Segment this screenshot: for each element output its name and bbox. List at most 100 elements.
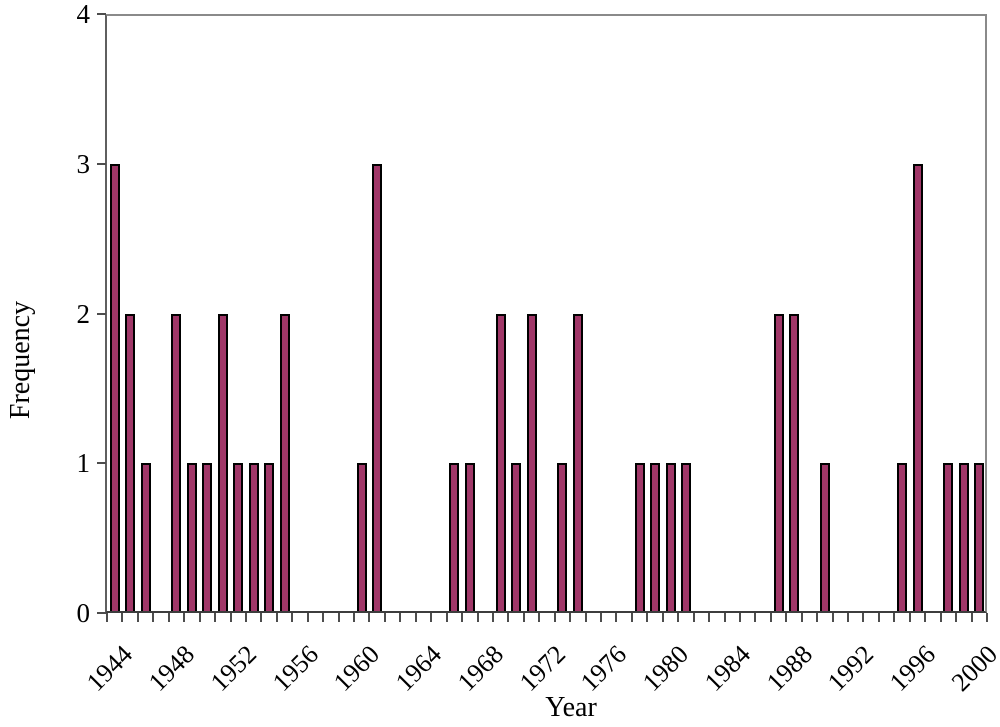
x-tick xyxy=(831,613,834,622)
x-tick xyxy=(198,613,201,622)
x-tick xyxy=(399,613,402,622)
bar-1971 xyxy=(526,313,537,613)
bar-1999 xyxy=(958,463,969,613)
x-tick xyxy=(615,613,618,622)
y-axis-title: Frequency xyxy=(5,300,36,420)
x-tick xyxy=(924,613,927,622)
x-tick xyxy=(600,613,603,622)
x-tick xyxy=(816,613,819,622)
x-tick xyxy=(368,613,371,622)
bar-1952 xyxy=(233,463,244,613)
x-tick xyxy=(661,613,664,622)
x-tick xyxy=(955,613,958,622)
x-tick xyxy=(244,613,247,622)
y-tick-label-1: 1 xyxy=(76,448,91,479)
x-tick xyxy=(553,613,556,622)
x-tick xyxy=(322,613,325,622)
bar-1998 xyxy=(943,463,954,613)
x-tick xyxy=(738,613,741,622)
x-tick xyxy=(353,613,356,622)
bar-1973 xyxy=(557,463,568,613)
x-tick xyxy=(723,613,726,622)
x-tick xyxy=(522,613,525,622)
x-tick xyxy=(337,613,340,622)
x-tick xyxy=(152,613,155,622)
bar-1960 xyxy=(356,463,367,613)
x-tick xyxy=(291,613,294,622)
bar-1988 xyxy=(789,313,800,613)
bar-1987 xyxy=(773,313,784,613)
bar-1955 xyxy=(279,313,290,613)
bar-1954 xyxy=(264,463,275,613)
y-tick-3 xyxy=(97,162,106,165)
x-tick xyxy=(862,613,865,622)
x-tick xyxy=(584,613,587,622)
bar-2000 xyxy=(974,463,985,613)
x-tick xyxy=(630,613,633,622)
bar-1966 xyxy=(449,463,460,613)
bar-1961 xyxy=(372,163,383,613)
y-tick-label-3: 3 xyxy=(76,148,91,179)
x-tick xyxy=(106,613,108,622)
x-tick xyxy=(136,613,139,622)
x-tick xyxy=(229,613,232,622)
y-tick-2 xyxy=(97,312,106,315)
x-tick xyxy=(800,613,803,622)
x-tick xyxy=(461,613,464,622)
x-tick xyxy=(769,613,772,622)
y-tick-label-0: 0 xyxy=(76,598,91,628)
x-tick xyxy=(507,613,510,622)
x-tick xyxy=(569,613,572,622)
x-tick xyxy=(538,613,541,622)
x-tick xyxy=(785,613,788,622)
bar-1981 xyxy=(680,463,691,613)
y-tick-4 xyxy=(97,13,106,15)
bar-1951 xyxy=(217,313,228,613)
x-tick xyxy=(445,613,448,622)
bar-1969 xyxy=(495,313,506,613)
bar-1948 xyxy=(171,313,182,613)
bar-1945 xyxy=(125,313,136,613)
bar-1950 xyxy=(202,463,213,613)
x-tick xyxy=(476,613,479,622)
y-tick-1 xyxy=(97,462,106,465)
bar-1967 xyxy=(464,463,475,613)
bar-1978 xyxy=(634,463,645,613)
x-axis-title: Year xyxy=(545,692,597,723)
x-tick xyxy=(893,613,896,622)
bar-1980 xyxy=(665,463,676,613)
x-tick xyxy=(646,613,649,622)
x-tick xyxy=(970,613,973,622)
bar-1990 xyxy=(819,463,830,613)
x-tick xyxy=(121,613,124,622)
x-tick xyxy=(692,613,695,622)
bar-1944 xyxy=(109,163,120,613)
bar-1996 xyxy=(912,163,923,613)
x-tick xyxy=(306,613,309,622)
y-tick-label-4: 4 xyxy=(76,0,91,29)
x-tick xyxy=(275,613,278,622)
x-tick xyxy=(877,613,880,622)
x-tick xyxy=(167,613,170,622)
bar-1995 xyxy=(897,463,908,613)
x-tick xyxy=(908,613,911,622)
bar-1974 xyxy=(572,313,583,613)
bar-1946 xyxy=(140,463,151,613)
y-tick-label-2: 2 xyxy=(76,298,91,329)
x-tick xyxy=(754,613,757,622)
bar-1970 xyxy=(511,463,522,613)
x-tick xyxy=(260,613,263,622)
x-tick xyxy=(414,613,417,622)
x-tick xyxy=(939,613,942,622)
bar-1949 xyxy=(186,463,197,613)
x-tick xyxy=(491,613,494,622)
x-tick xyxy=(677,613,680,622)
y-tick-0 xyxy=(97,612,106,614)
bar-1953 xyxy=(248,463,259,613)
x-tick xyxy=(986,613,988,622)
x-tick xyxy=(708,613,711,622)
x-tick xyxy=(383,613,386,622)
x-tick xyxy=(847,613,850,622)
x-tick xyxy=(183,613,186,622)
